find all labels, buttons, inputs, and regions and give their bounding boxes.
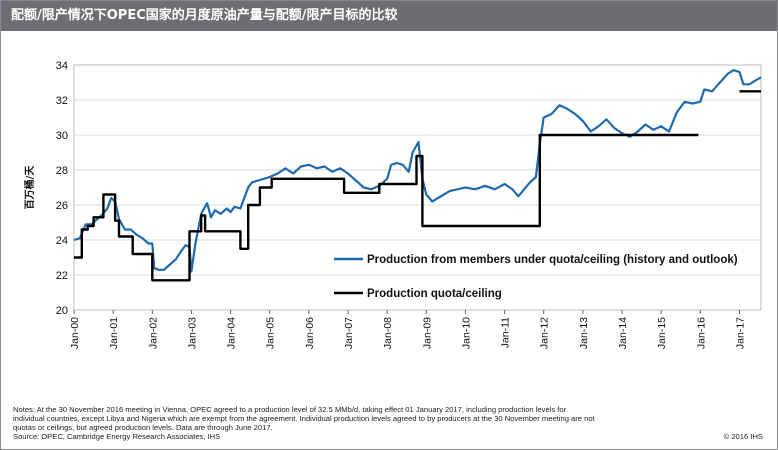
y-tick-label: 24 (56, 235, 68, 247)
x-tick-label: Jan-00 (69, 317, 81, 349)
x-tick-label: Jan-09 (421, 317, 433, 349)
quota-line (74, 133, 699, 282)
y-tick-label: 34 (56, 60, 68, 72)
legend-label: Production quota/ceiling (367, 288, 502, 300)
x-tick-label: Jan-06 (304, 317, 316, 349)
title-bar: 配额/限产情况下OPEC国家的月度原油产量与配额/限产目标的比较 (1, 1, 777, 31)
chart-notes: Notes: At the 30 November 2016 meeting i… (13, 405, 673, 441)
x-tick-label: Jan-12 (539, 317, 551, 349)
series-layer (73, 69, 762, 282)
y-axis-title: 百万桶/天 (23, 165, 36, 210)
x-tick-label: Jan-14 (617, 317, 629, 349)
x-tick-label: Jan-10 (460, 317, 472, 349)
legend: Production from members under quota/ceil… (334, 254, 738, 300)
x-tick-label: Jan-17 (734, 317, 746, 349)
x-tick-label: Jan-01 (108, 317, 120, 349)
y-tick-label: 22 (56, 270, 68, 282)
legend-label: Production from members under quota/ceil… (367, 254, 738, 266)
copyright: © 2016 IHS (723, 432, 763, 441)
x-tick-label: Jan-04 (226, 317, 238, 349)
legend-item-production: Production from members under quota/ceil… (334, 254, 738, 266)
note-line: quotas or ceilings, but agreed productio… (13, 423, 273, 432)
x-tick-label: Jan-15 (656, 317, 668, 349)
note-line: Notes: At the 30 November 2016 meeting i… (13, 405, 567, 414)
x-tick-label: Jan-03 (186, 317, 198, 349)
line-chart: 20 22 24 26 28 30 32 34 百万桶/天 Jan-00 Jan-01 Jan-02 J… (23, 60, 762, 349)
x-tick-label: Jan-13 (578, 317, 590, 349)
x-tick-label: Jan-07 (343, 317, 355, 349)
x-tick-label: Jan-11 (500, 317, 512, 348)
production-line (73, 69, 762, 273)
x-tick-label: Jan-05 (265, 317, 277, 349)
axes: 20 22 24 26 28 30 32 34 百万桶/天 Jan-00 Jan-01 Jan-02 J… (23, 60, 762, 349)
y-tick-label: 32 (56, 95, 68, 107)
y-tick-label: 20 (56, 305, 68, 317)
y-tick-label: 26 (56, 200, 68, 212)
note-line: individual countries, except Libya and N… (13, 414, 595, 423)
legend-item-quota: Production quota/ceiling (334, 288, 502, 300)
chart-title: 配额/限产情况下OPEC国家的月度原油产量与配额/限产目标的比较 (11, 8, 398, 23)
y-tick-label: 28 (56, 165, 68, 177)
x-tick-label: Jan-08 (382, 317, 394, 349)
plot-area (73, 64, 762, 311)
x-tick-label: Jan-02 (147, 317, 159, 349)
x-tick-label: Jan-16 (695, 317, 707, 349)
y-tick-label: 30 (56, 130, 68, 142)
source-line: Source: OPEC, Cambridge Energy Research … (13, 432, 221, 441)
